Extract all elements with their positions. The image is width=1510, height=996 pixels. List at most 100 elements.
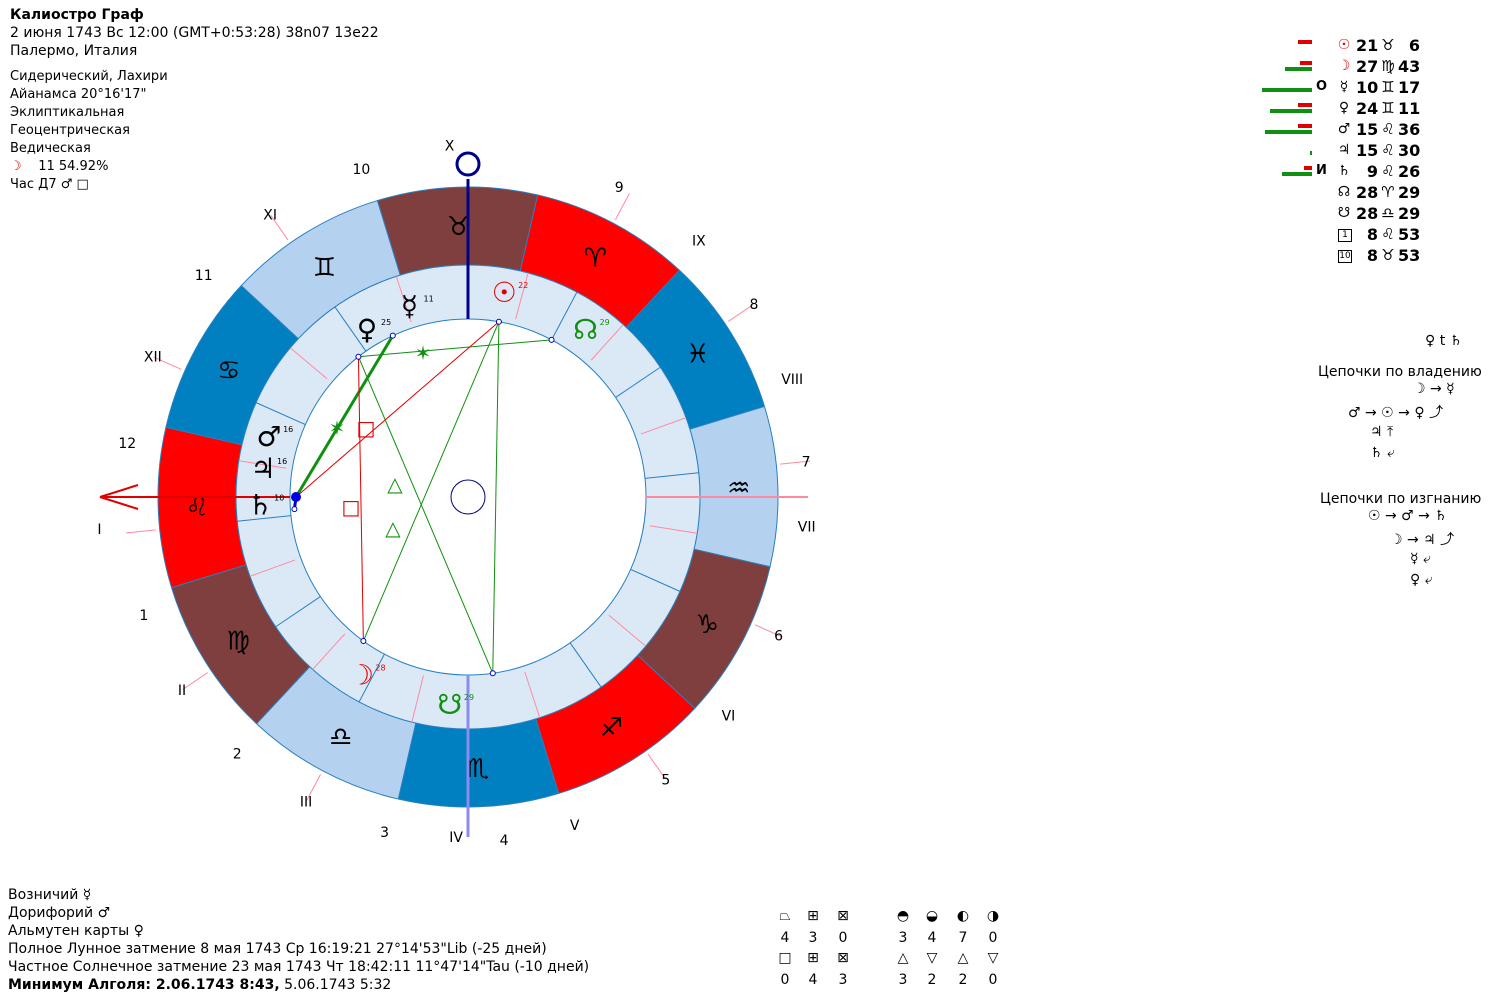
outer-house-tick	[780, 460, 811, 465]
strength-bar-green	[1264, 130, 1312, 134]
planet-degree: 15	[1356, 120, 1379, 139]
mercury-degree-label: 11	[424, 295, 434, 304]
planet-position-table: ☉ 21 ♉ 6 ☽ 27 ♍ 43 O ☿ 10 ♊ 17 ♀ 24 ♊ 11 ♂ 15 ♌ 36 ♃ 15 ♌ 30 И ♄ 9 ♌…	[1250, 36, 1500, 267]
house-label: 2	[233, 746, 242, 762]
coordinate-system: Эклиптикальная	[10, 105, 125, 120]
planet-glyph-icon: ☋	[1337, 205, 1351, 221]
planetary-hour: Час Д7 ♂ □	[10, 176, 168, 194]
exile-chain-line: ☉ → ♂ → ♄	[1368, 508, 1447, 524]
house-label: 6	[774, 628, 783, 644]
house-midpoint	[411, 675, 424, 723]
moon-icon: ☽	[349, 658, 374, 691]
house-cusp	[644, 472, 699, 479]
house-midpoint	[608, 614, 647, 647]
count-glyph-icon: ⏢	[779, 908, 791, 924]
zodiac-sign-icon: ♉	[447, 212, 470, 242]
solar-eclipse: Частное Солнечное затмение 23 мая 1743 Ч…	[8, 959, 590, 975]
count-glyph-icon: ⊞	[807, 908, 819, 924]
aspect-point	[389, 332, 396, 339]
aspect-point	[489, 670, 496, 677]
house-cusp	[358, 653, 385, 703]
planet-degree: 24	[1356, 99, 1379, 118]
count-glyph-icon: ◒	[925, 908, 939, 924]
zodiac-sign-icon: ♎	[329, 722, 352, 752]
house-midpoint	[524, 671, 541, 718]
planet-row: O ☿ 10 ♊ 17	[1250, 78, 1500, 99]
aspect-line	[294, 334, 395, 498]
strength-bar-green	[1284, 67, 1312, 71]
almuten-label: Альмутен карты	[8, 923, 130, 939]
strength-bar-green	[1269, 109, 1312, 113]
outer-house-tick	[270, 214, 289, 241]
exile-chain-line: ☽ → ♃ ⤴	[1390, 532, 1455, 548]
zodiac-sign-icon: ♋	[217, 356, 240, 386]
planet-row: ☊ 28 ♈ 29	[1250, 183, 1500, 204]
planet-row: ☽ 27 ♍ 43	[1250, 57, 1500, 78]
count-value: 4	[780, 930, 790, 946]
doryphory-label: Дорифорий	[8, 905, 94, 921]
count-value: 2	[927, 972, 937, 988]
house-midpoint	[395, 276, 412, 323]
count-value: 3	[898, 930, 908, 946]
house-midpoint	[515, 272, 529, 320]
house-midpoint	[249, 559, 296, 577]
aspect-line	[295, 321, 500, 498]
house-label: IV	[449, 830, 463, 846]
aspect-point	[360, 638, 367, 645]
strength-bar-red	[1300, 61, 1312, 65]
zodiac-sign-icon: ♍	[227, 627, 250, 657]
planet-glyph-icon: ☉	[1337, 37, 1351, 53]
mc-marker	[455, 151, 481, 177]
count-value: 3	[898, 972, 908, 988]
count-glyph-icon: ⊠	[837, 908, 849, 924]
count-value: 7	[958, 930, 968, 946]
center-type: Геоцентрическая	[10, 123, 130, 138]
planet-degree: 15	[1356, 141, 1379, 160]
house-cusp	[551, 291, 578, 341]
astrology-system: Ведическая	[10, 141, 91, 156]
count-glyph-icon: ⊠	[837, 950, 849, 966]
house-label: X	[445, 138, 455, 154]
aspect-point	[291, 506, 298, 513]
outer-house-tick	[647, 753, 666, 780]
planet-degree: 10	[1356, 78, 1379, 97]
almuten-row: Альмутен карты ♀	[8, 922, 589, 940]
aspect-line	[358, 339, 552, 358]
outer-house-tick	[306, 774, 322, 801]
moon-phase: ☽ 11 54.92%	[10, 158, 168, 176]
count-value: 2	[958, 972, 968, 988]
outer-house-tick	[153, 356, 182, 370]
count-value: 3	[838, 972, 848, 988]
saturn-icon: ♄	[248, 488, 273, 521]
zodiac-sign-icon: ♐	[600, 713, 623, 743]
zodiac-sign-icon: ♑	[696, 610, 719, 640]
house-cusp	[630, 568, 681, 592]
planet-row: ♀ 24 ♊ 11	[1250, 99, 1500, 120]
north-node-degree-label: 29	[600, 318, 610, 327]
aspect-point	[548, 336, 555, 343]
house-label: 11	[195, 268, 213, 284]
house-label: IX	[692, 234, 706, 250]
algol-minimum: Минимум Алголя: 2.06.1743 8:43, 5.06.174…	[8, 976, 589, 994]
zodiac-sign-icon: ♒	[727, 474, 750, 504]
planet-minute: 11	[1398, 99, 1421, 118]
lunar-eclipse: Полное Лунное затмение 8 мая 1743 Ср 16:…	[8, 941, 547, 957]
outer-house-tick	[728, 304, 754, 322]
house-cusp	[237, 515, 292, 522]
house-label: 3	[380, 825, 389, 841]
count-glyph-icon: ▽	[926, 950, 938, 966]
planet-glyph-icon: ☊	[1337, 184, 1351, 200]
planet-row: ♂ 15 ♌ 36	[1250, 120, 1500, 141]
jupiter-point	[291, 492, 301, 502]
strength-bar-red	[1298, 124, 1312, 128]
planet-minute: 26	[1398, 162, 1421, 181]
planet-glyph-icon: 1	[1338, 229, 1352, 242]
planet-flag: O	[1316, 79, 1328, 94]
house-midpoint	[640, 417, 687, 435]
planet-degree: 8	[1366, 225, 1378, 244]
person-name: Калиостро Граф	[10, 7, 144, 23]
planet-minute: 43	[1398, 57, 1421, 76]
house-label: 9	[615, 180, 624, 196]
count-value: 0	[838, 930, 848, 946]
